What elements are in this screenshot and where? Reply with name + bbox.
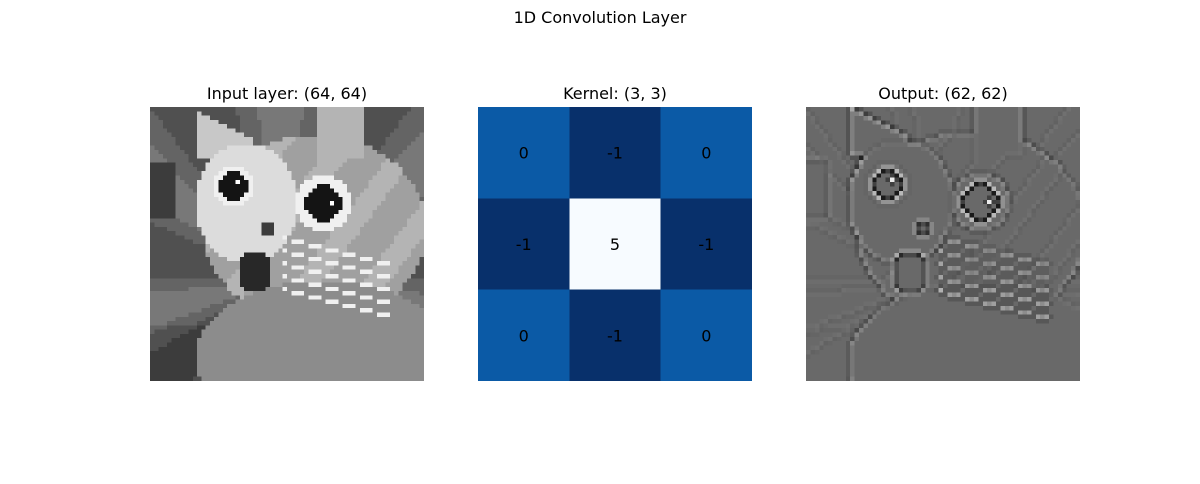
input-image: [150, 107, 424, 381]
kernel-cell-label: -1: [698, 235, 714, 254]
kernel-cell: [569, 198, 662, 291]
kernel-cell: [478, 107, 570, 199]
output-title: Output: (62, 62): [878, 84, 1008, 103]
kernel-panel: Kernel: (3, 3) 0 -1 0 -1 5 -1 0 -1 0: [478, 84, 752, 381]
kernel-cell: [569, 107, 662, 199]
kernel-cell: [660, 289, 752, 381]
kernel-cell-label: 0: [519, 326, 529, 345]
kernel-cell-label: 0: [519, 144, 529, 163]
kernel-cell-label: -1: [607, 144, 623, 163]
kernel-cell: [569, 289, 662, 381]
kernel-cell: [478, 198, 570, 291]
figure-title: 1D Convolution Layer: [513, 8, 687, 27]
kernel-cell-label: 0: [701, 326, 711, 345]
kernel-cell-label: -1: [516, 235, 532, 254]
kernel-cell: [660, 107, 752, 199]
kernel-cell: [660, 198, 752, 291]
output-image: [806, 107, 1080, 381]
kernel-cell-label: -1: [607, 326, 623, 345]
output-panel: Output: (62, 62): [806, 84, 1080, 381]
input-title: Input layer: (64, 64): [206, 84, 368, 103]
input-panel: Input layer: (64, 64): [150, 84, 424, 381]
kernel-cell-label: 0: [701, 144, 711, 163]
kernel-cell-label: 5: [610, 235, 620, 254]
kernel-heatmap: 0 -1 0 -1 5 -1 0 -1 0: [478, 107, 752, 381]
kernel-cell: [478, 289, 570, 381]
kernel-title: Kernel: (3, 3): [563, 84, 667, 103]
